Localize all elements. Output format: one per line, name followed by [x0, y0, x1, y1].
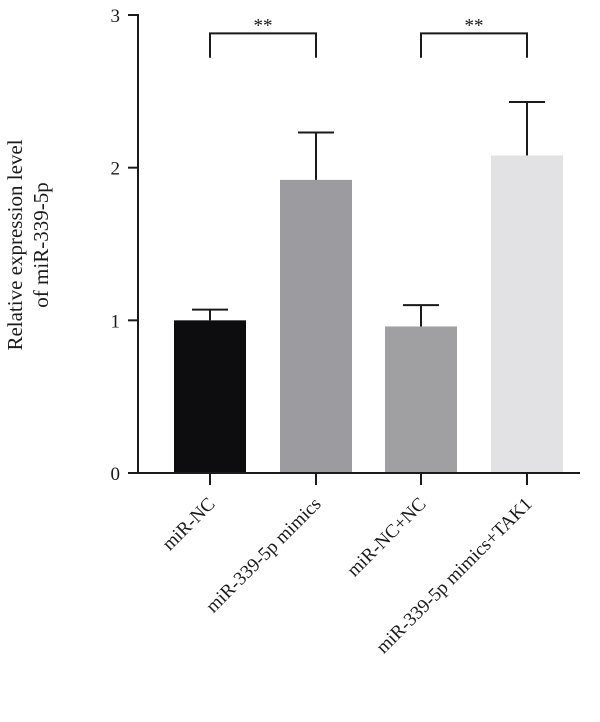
bar [280, 179, 352, 473]
significance-label: ** [254, 15, 273, 36]
y-axis: 0 1 2 3 [111, 6, 139, 485]
y-axis-title-line-1: Relative expression level [3, 139, 27, 350]
bar [491, 155, 563, 473]
y-tick-label: 1 [111, 311, 121, 332]
bar [174, 320, 246, 473]
y-axis-title: Relative expression level of miR-339-5p [3, 139, 53, 350]
y-tick-label: 2 [111, 159, 121, 180]
category-label: miR-NC [158, 494, 219, 555]
category-label: miR-339-5p mimics [202, 494, 325, 617]
y-axis-title-line-2: of miR-339-5p [29, 182, 53, 307]
category-label: miR-NC+NC [343, 494, 430, 581]
significance-label: ** [465, 15, 484, 36]
bars [174, 155, 563, 473]
significance-bracket [209, 32, 317, 58]
y-tick-label: 3 [111, 6, 121, 27]
error-bars [192, 101, 545, 327]
significance-bracket [420, 32, 528, 58]
bar [385, 326, 457, 473]
y-tick-label: 0 [111, 464, 121, 485]
significance-brackets: ** ** [209, 15, 528, 58]
